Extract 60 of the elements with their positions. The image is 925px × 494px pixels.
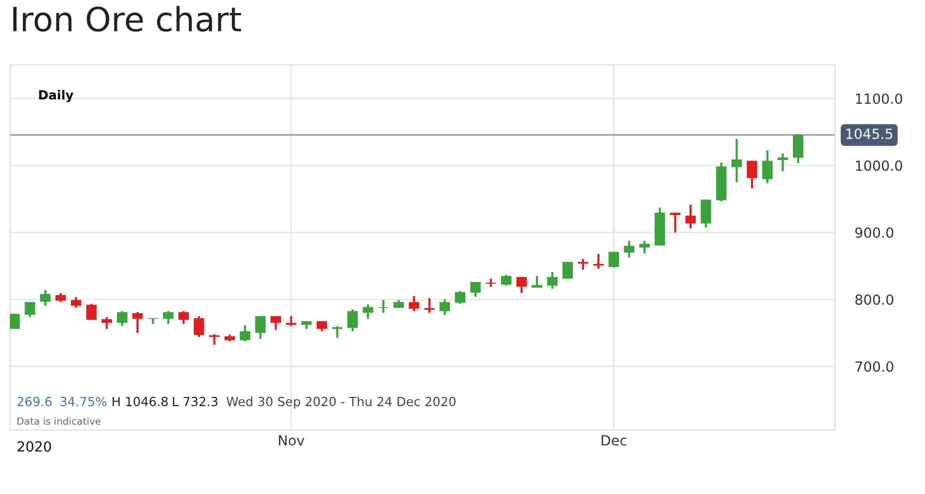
candlestick (778, 152, 788, 172)
candlestick (286, 315, 296, 327)
y-tick-label: 700.0 (856, 361, 894, 372)
candlestick (440, 298, 450, 316)
candlestick (746, 160, 758, 190)
candlestick (10, 312, 20, 330)
annotation: Wed 30 Sep 2020 - Thu 24 Dec 2020 (226, 396, 456, 409)
candlestick (194, 315, 204, 338)
candlestick (685, 204, 696, 230)
candlestick (347, 308, 358, 332)
candlestick (608, 250, 619, 269)
candlestick (270, 315, 282, 331)
chart-title: Iron Ore chart (13, 6, 242, 32)
candlestick (762, 149, 773, 184)
candlestick (255, 315, 266, 340)
candlestick (378, 299, 389, 314)
x-tick-label: Dec (602, 435, 626, 446)
y-tick-label: 900.0 (855, 227, 894, 238)
candlestick (578, 258, 588, 271)
candlestick (731, 138, 742, 184)
candlestick (362, 303, 374, 320)
annotation: L 732.3 (172, 396, 218, 406)
candlestick (624, 240, 634, 259)
candlestick (163, 310, 174, 325)
candlestick (516, 276, 527, 294)
candlestick (240, 324, 250, 342)
candlestick (24, 301, 36, 318)
y-tick-label: 1000.0 (856, 160, 902, 171)
candlestick (70, 296, 82, 309)
candlestick (408, 295, 420, 312)
candlestick (792, 133, 804, 164)
y-tick-label: 1100.0 (856, 93, 902, 104)
y-tick-label: 800.0 (855, 294, 894, 305)
annotation: 34.75% (60, 396, 106, 406)
candlestick (547, 270, 558, 290)
candlestick (132, 311, 143, 334)
annotation: 269.6 (18, 396, 52, 406)
candlestick (639, 240, 650, 255)
candlestick (470, 280, 481, 298)
text: Daily (39, 90, 74, 102)
ref-line-label: 1045.5 (846, 128, 892, 140)
x-tick-label: Nov (278, 435, 304, 446)
candlestick (454, 290, 466, 305)
text: 2020 (18, 441, 52, 452)
candlestick (178, 310, 189, 325)
candlestick (670, 212, 680, 234)
candlestick (316, 320, 328, 332)
candlestick (209, 333, 220, 346)
candlestick (102, 316, 112, 330)
candlestick (501, 274, 512, 287)
candlestick (700, 198, 712, 228)
annotation: H 1046.8 (112, 396, 168, 406)
candlestick (116, 310, 128, 327)
candlestick (86, 302, 97, 321)
annotation: Data is indicative (18, 417, 101, 425)
candlestick (332, 325, 342, 339)
candlestick (55, 292, 66, 304)
candlestick (40, 288, 51, 307)
candlestick (424, 297, 435, 314)
candlestick (593, 252, 604, 270)
